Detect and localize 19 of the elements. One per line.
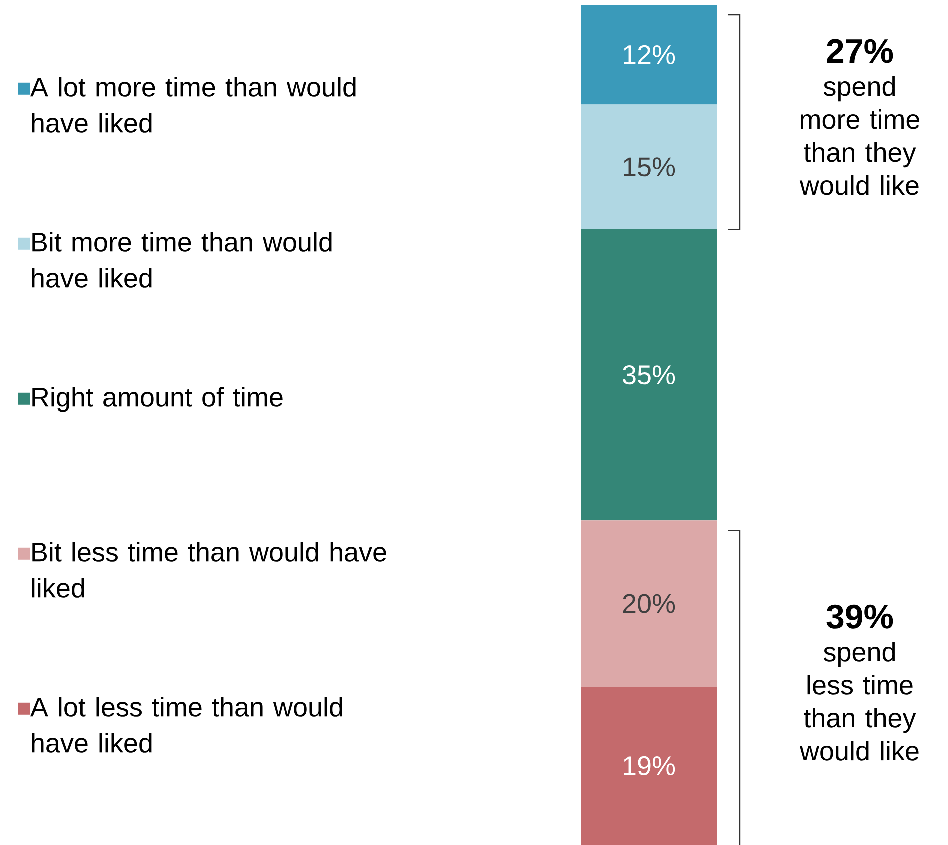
legend-label: Right amount of time xyxy=(32,387,283,412)
bar xyxy=(580,4,717,105)
legend-label: Bit more time than would have liked xyxy=(32,232,332,288)
text: 27% xyxy=(827,39,894,64)
data-label: 19% xyxy=(624,756,676,776)
text: spend more time than they would like xyxy=(800,76,920,196)
bar xyxy=(580,686,717,845)
text: 39% xyxy=(826,604,894,629)
data-label: 20% xyxy=(623,594,676,614)
bar xyxy=(580,520,717,687)
legend-label: A lot less time than would have liked xyxy=(30,697,342,753)
data-label: 35% xyxy=(623,366,676,385)
data-label: 12% xyxy=(624,45,676,64)
data-label: 15% xyxy=(624,158,676,177)
bar xyxy=(580,104,717,230)
legend-label: Bit less time than would have liked xyxy=(32,542,386,598)
legend-label: A lot more time than would have liked xyxy=(30,77,356,133)
text: spend less time than they would like xyxy=(800,642,919,761)
bar xyxy=(580,230,717,521)
